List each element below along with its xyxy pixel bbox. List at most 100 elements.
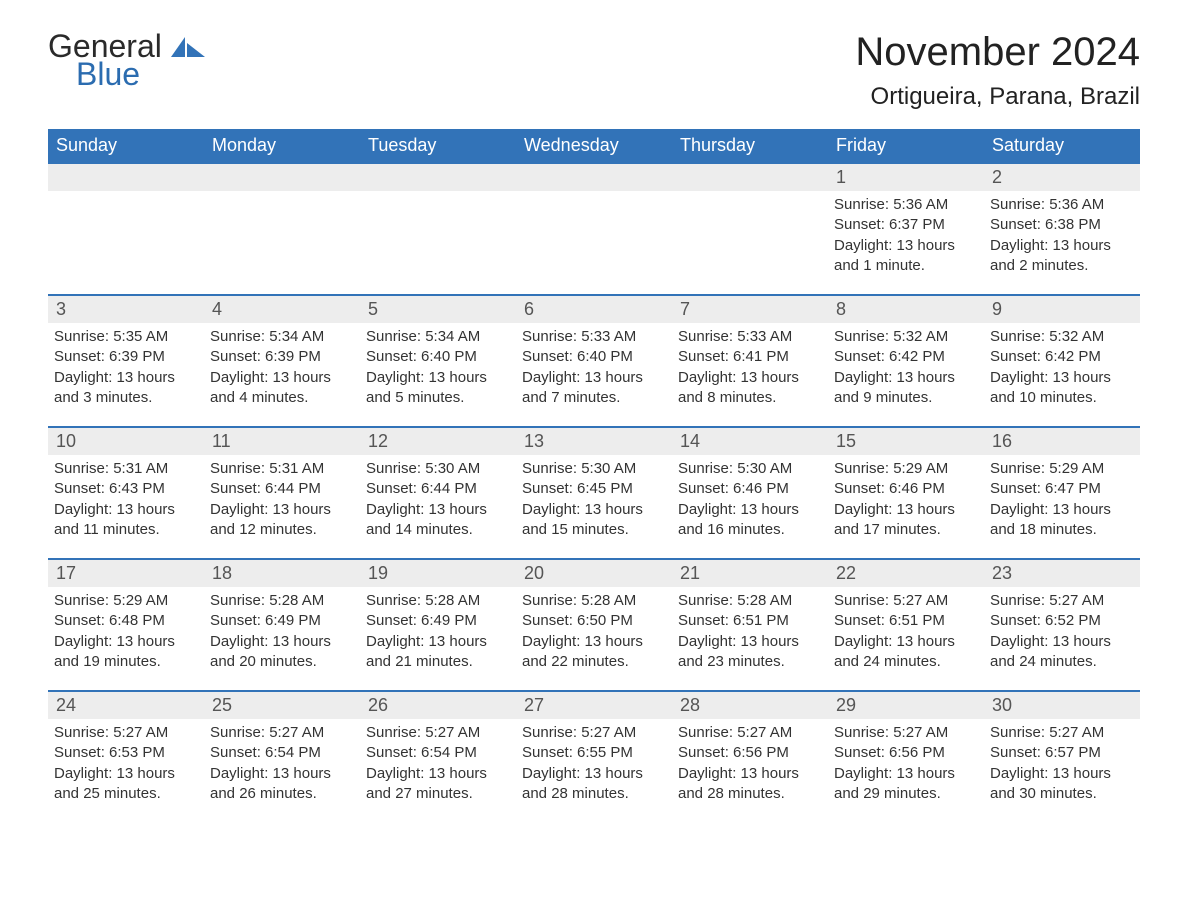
day-daylight1: Daylight: 13 hours [54,368,198,388]
day-daylight1: Daylight: 13 hours [210,500,354,520]
day-number: 4 [204,296,360,323]
day-info: Sunrise: 5:28 AMSunset: 6:51 PMDaylight:… [678,591,822,672]
day-daylight2: and 18 minutes. [990,520,1134,540]
day-cell: 2Sunrise: 5:36 AMSunset: 6:38 PMDaylight… [984,164,1140,294]
day-daylight1: Daylight: 13 hours [678,632,822,652]
day-daylight1: Daylight: 13 hours [834,368,978,388]
day-info: Sunrise: 5:30 AMSunset: 6:44 PMDaylight:… [366,459,510,540]
day-cell: 12Sunrise: 5:30 AMSunset: 6:44 PMDayligh… [360,428,516,558]
day-cell: 27Sunrise: 5:27 AMSunset: 6:55 PMDayligh… [516,692,672,822]
logo: General Blue [48,30,205,90]
day-sunset: Sunset: 6:38 PM [990,215,1134,235]
week-row: 24Sunrise: 5:27 AMSunset: 6:53 PMDayligh… [48,690,1140,822]
day-sunrise: Sunrise: 5:29 AM [834,459,978,479]
day-daylight1: Daylight: 13 hours [366,368,510,388]
day-sunset: Sunset: 6:46 PM [834,479,978,499]
day-sunset: Sunset: 6:41 PM [678,347,822,367]
day-sunrise: Sunrise: 5:35 AM [54,327,198,347]
day-sunset: Sunset: 6:44 PM [366,479,510,499]
day-number: 7 [672,296,828,323]
calendar: Sunday Monday Tuesday Wednesday Thursday… [48,129,1140,822]
day-daylight2: and 12 minutes. [210,520,354,540]
day-info: Sunrise: 5:27 AMSunset: 6:54 PMDaylight:… [366,723,510,804]
day-daylight2: and 19 minutes. [54,652,198,672]
day-number: 23 [984,560,1140,587]
day-cell: 13Sunrise: 5:30 AMSunset: 6:45 PMDayligh… [516,428,672,558]
day-cell [672,164,828,294]
day-sunset: Sunset: 6:49 PM [366,611,510,631]
day-info: Sunrise: 5:27 AMSunset: 6:53 PMDaylight:… [54,723,198,804]
day-sunrise: Sunrise: 5:31 AM [54,459,198,479]
day-sunset: Sunset: 6:46 PM [678,479,822,499]
day-info: Sunrise: 5:30 AMSunset: 6:45 PMDaylight:… [522,459,666,540]
day-number [516,164,672,191]
day-info: Sunrise: 5:31 AMSunset: 6:44 PMDaylight:… [210,459,354,540]
day-sunrise: Sunrise: 5:33 AM [678,327,822,347]
day-info: Sunrise: 5:34 AMSunset: 6:40 PMDaylight:… [366,327,510,408]
day-info: Sunrise: 5:28 AMSunset: 6:49 PMDaylight:… [210,591,354,672]
day-number: 6 [516,296,672,323]
day-cell [204,164,360,294]
day-number: 5 [360,296,516,323]
day-cell [48,164,204,294]
day-number: 3 [48,296,204,323]
week-row: 17Sunrise: 5:29 AMSunset: 6:48 PMDayligh… [48,558,1140,690]
day-sunrise: Sunrise: 5:31 AM [210,459,354,479]
day-sunrise: Sunrise: 5:28 AM [366,591,510,611]
day-info: Sunrise: 5:27 AMSunset: 6:57 PMDaylight:… [990,723,1134,804]
day-sunrise: Sunrise: 5:27 AM [990,591,1134,611]
day-info: Sunrise: 5:27 AMSunset: 6:51 PMDaylight:… [834,591,978,672]
day-info: Sunrise: 5:27 AMSunset: 6:54 PMDaylight:… [210,723,354,804]
day-sunrise: Sunrise: 5:36 AM [990,195,1134,215]
header: General Blue November 2024 Ortigueira, P… [48,30,1140,111]
day-daylight1: Daylight: 13 hours [834,236,978,256]
day-daylight1: Daylight: 13 hours [210,368,354,388]
day-sunrise: Sunrise: 5:27 AM [834,591,978,611]
day-sunset: Sunset: 6:56 PM [678,743,822,763]
day-sunset: Sunset: 6:50 PM [522,611,666,631]
day-number: 16 [984,428,1140,455]
day-daylight2: and 1 minute. [834,256,978,276]
day-daylight2: and 26 minutes. [210,784,354,804]
day-daylight2: and 3 minutes. [54,388,198,408]
day-daylight1: Daylight: 13 hours [678,500,822,520]
day-number: 15 [828,428,984,455]
day-number: 8 [828,296,984,323]
day-sunrise: Sunrise: 5:34 AM [210,327,354,347]
day-sunrise: Sunrise: 5:27 AM [522,723,666,743]
day-daylight2: and 20 minutes. [210,652,354,672]
day-daylight1: Daylight: 13 hours [522,632,666,652]
day-cell: 16Sunrise: 5:29 AMSunset: 6:47 PMDayligh… [984,428,1140,558]
day-sunset: Sunset: 6:40 PM [522,347,666,367]
day-sunrise: Sunrise: 5:34 AM [366,327,510,347]
day-cell: 8Sunrise: 5:32 AMSunset: 6:42 PMDaylight… [828,296,984,426]
day-sunset: Sunset: 6:54 PM [366,743,510,763]
day-daylight1: Daylight: 13 hours [54,500,198,520]
day-daylight1: Daylight: 13 hours [990,368,1134,388]
dow-friday: Friday [828,129,984,164]
day-sunset: Sunset: 6:47 PM [990,479,1134,499]
day-daylight1: Daylight: 13 hours [54,764,198,784]
day-number: 11 [204,428,360,455]
day-info: Sunrise: 5:36 AMSunset: 6:37 PMDaylight:… [834,195,978,276]
day-daylight1: Daylight: 13 hours [54,632,198,652]
day-cell: 26Sunrise: 5:27 AMSunset: 6:54 PMDayligh… [360,692,516,822]
day-number: 29 [828,692,984,719]
day-sunrise: Sunrise: 5:32 AM [834,327,978,347]
day-cell: 28Sunrise: 5:27 AMSunset: 6:56 PMDayligh… [672,692,828,822]
day-number: 21 [672,560,828,587]
day-daylight2: and 25 minutes. [54,784,198,804]
day-cell: 6Sunrise: 5:33 AMSunset: 6:40 PMDaylight… [516,296,672,426]
day-cell: 30Sunrise: 5:27 AMSunset: 6:57 PMDayligh… [984,692,1140,822]
day-cell [360,164,516,294]
day-info: Sunrise: 5:31 AMSunset: 6:43 PMDaylight:… [54,459,198,540]
month-title: November 2024 [855,30,1140,75]
day-daylight2: and 17 minutes. [834,520,978,540]
day-sunset: Sunset: 6:51 PM [678,611,822,631]
day-daylight1: Daylight: 13 hours [210,764,354,784]
day-info: Sunrise: 5:29 AMSunset: 6:46 PMDaylight:… [834,459,978,540]
day-cell [516,164,672,294]
day-info: Sunrise: 5:27 AMSunset: 6:52 PMDaylight:… [990,591,1134,672]
day-number: 22 [828,560,984,587]
day-info: Sunrise: 5:35 AMSunset: 6:39 PMDaylight:… [54,327,198,408]
